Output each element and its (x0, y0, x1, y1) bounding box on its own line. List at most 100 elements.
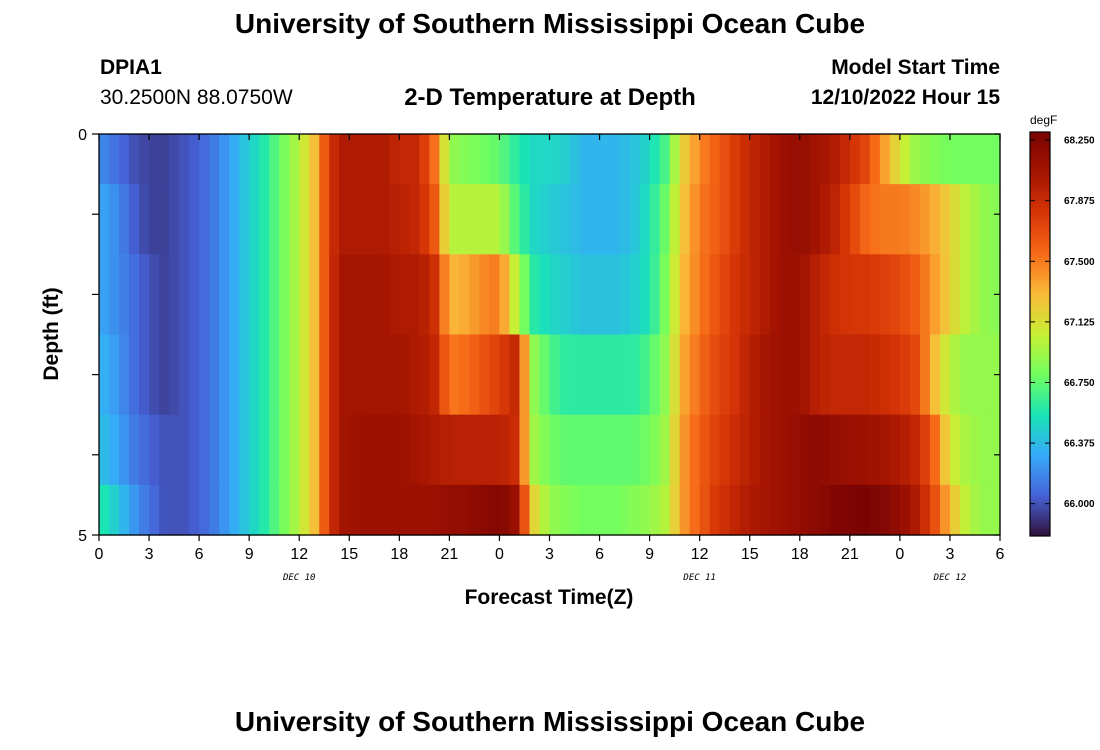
heatmap-cell (679, 484, 691, 536)
heatmap-cell (789, 254, 801, 336)
x-tick-label: 3 (945, 546, 954, 563)
heatmap-cell (939, 254, 951, 336)
heatmap-cell (179, 184, 190, 255)
heatmap-cell (389, 184, 400, 255)
heatmap-cell (259, 334, 270, 416)
model-start-label: Model Start Time (831, 56, 1000, 79)
heatmap-cell (389, 254, 400, 336)
heatmap-cell (259, 484, 270, 536)
heatmap-cell (189, 484, 200, 536)
heatmap-cell (429, 334, 440, 416)
heatmap-cell (689, 484, 701, 536)
date-label: DEC 10 (282, 573, 316, 583)
heatmap-cell (299, 184, 310, 255)
heatmap-cell (719, 334, 731, 416)
heatmap-cell (149, 254, 160, 336)
heatmap-cell (389, 134, 400, 185)
heatmap-cell (379, 484, 390, 536)
heatmap-cell (139, 414, 150, 486)
heatmap-cell (649, 254, 661, 336)
heatmap-cell (989, 414, 1001, 486)
heatmap-cell (699, 484, 711, 536)
heatmap-cell (349, 254, 360, 336)
heatmap-cell (299, 334, 310, 416)
heatmap-cell (919, 334, 931, 416)
heatmap-cell (229, 254, 240, 336)
heatmap-cell (959, 134, 971, 185)
heatmap-cell (629, 134, 641, 185)
heatmap-cell (449, 254, 460, 336)
heatmap-cell (589, 414, 601, 486)
heatmap-cell (649, 184, 661, 255)
colorbar-unit: degF (1030, 113, 1058, 127)
heatmap-cell (399, 334, 410, 416)
heatmap-cell (969, 134, 981, 185)
heatmap-cell (469, 484, 481, 536)
heatmap-cell (889, 484, 901, 536)
heatmap-cell (899, 414, 911, 486)
heatmap-cell (709, 334, 721, 416)
heatmap-cell (459, 334, 471, 416)
heatmap-cell (759, 254, 771, 336)
heatmap-cell (779, 254, 791, 336)
heatmap-cell (619, 414, 631, 486)
heatmap-cell (779, 414, 791, 486)
x-tick-label: 0 (895, 546, 904, 563)
heatmap-cell (319, 334, 330, 416)
colorbar: 68.250 67.875 67.500 67.125 66.750 66.375 66.0… (1029, 131, 1095, 537)
heatmap-cell (219, 184, 230, 255)
heatmap-cell (159, 184, 170, 255)
heatmap-cell (369, 184, 380, 255)
heatmap-cell (979, 184, 991, 255)
heatmap-cell (739, 414, 751, 486)
heatmap-cell (99, 184, 110, 255)
heatmap-cell (849, 334, 861, 416)
heatmap-cell (949, 134, 961, 185)
heatmap-cell (959, 254, 971, 336)
heatmap-cell (799, 334, 811, 416)
heatmap-cell (109, 484, 120, 536)
heatmap-cell (459, 484, 471, 536)
heatmap-cell (859, 184, 871, 255)
heatmap-cell (349, 414, 360, 486)
heatmap-cell (699, 184, 711, 255)
colorbar-tick-label: 67.875 (1064, 196, 1095, 207)
heatmap-cell (99, 414, 110, 486)
heatmap-cell (759, 414, 771, 486)
heatmap-cell (599, 184, 611, 255)
heatmap-cell (759, 334, 771, 416)
heatmap-cell (329, 484, 340, 536)
heatmap-cell (269, 414, 280, 486)
y-tick-label: 0 (78, 127, 87, 144)
x-tick-label: 15 (340, 546, 358, 563)
heatmap-cell (119, 184, 130, 255)
heatmap-cell (339, 254, 350, 336)
heatmap-cell (809, 134, 821, 185)
heatmap-cell (949, 254, 961, 336)
heatmap-cell (889, 334, 901, 416)
heatmap-cell (799, 414, 811, 486)
colorbar-tick-label: 66.750 (1064, 378, 1095, 389)
heatmap-cell (739, 334, 751, 416)
heatmap-cell (479, 254, 491, 336)
heatmap-cell (339, 484, 350, 536)
heatmap-cell (349, 184, 360, 255)
heatmap-cell (779, 184, 791, 255)
heatmap-cell (319, 184, 330, 255)
heatmap-cell (309, 334, 320, 416)
heatmap-cell (689, 334, 701, 416)
heatmap-cell (319, 254, 330, 336)
heatmap-cell (689, 254, 701, 336)
y-tick-label: 5 (78, 528, 87, 545)
heatmap-cell (929, 334, 941, 416)
heatmap-cell (869, 484, 881, 536)
heatmap-cell (899, 334, 911, 416)
heatmap-cell (879, 414, 891, 486)
heatmap-cell (659, 254, 671, 336)
heatmap-cell (799, 134, 811, 185)
heatmap-cell (919, 484, 931, 536)
heatmap-cell (929, 254, 941, 336)
heatmap-cell (539, 414, 551, 486)
heatmap-cell (989, 134, 1001, 185)
heatmap-cell (479, 484, 491, 536)
